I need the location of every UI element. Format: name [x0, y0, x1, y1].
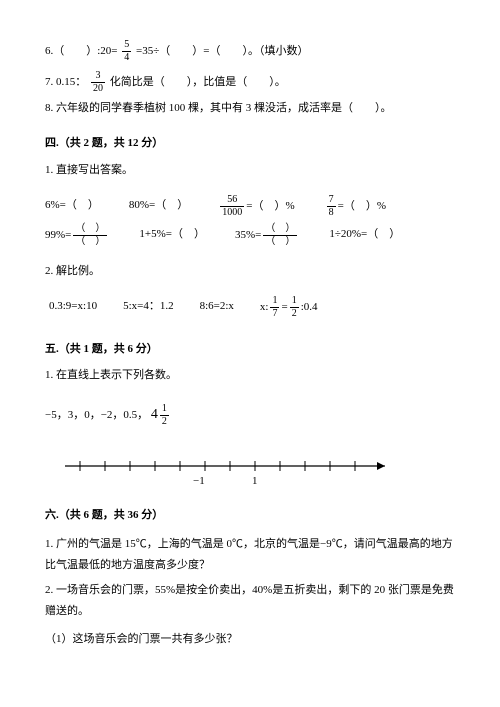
s4r2-c: 35%=（ ）（ ）: [235, 224, 299, 247]
sec5-mixed: 412: [151, 407, 171, 422]
sec6-q2-1: （1）这场音乐会的门票一共有多少张？: [45, 629, 455, 650]
eq-b: 5:x=4：1.2: [123, 296, 174, 319]
s4r1-c: 561000=（ ）%: [218, 195, 294, 218]
q7-text-b: 化简比是（ ），比值是（ ）。: [110, 76, 286, 88]
sec6-q2: 2. 一场音乐会的门票，55%是按全价卖出，40%是五折卖出，剩下的 20 张门…: [45, 580, 455, 622]
q6-frac: 5 4: [122, 40, 131, 63]
sec6-q1: 1. 广州的气温是 15℃，上海的气温是 0℃，北京的气温是−9℃，请问气温最高…: [45, 534, 455, 576]
s4r2-d: 1÷20%=（ ）: [329, 224, 400, 247]
nl-label-neg1: −1: [193, 471, 205, 492]
s4r1-a: 6%=（ ）: [45, 195, 99, 218]
sec5-nums: −5，3，0，−2，0.5，: [45, 409, 148, 421]
q6-text-a: 6.（ ）:20=: [45, 45, 118, 57]
eq-c: 8:6=2:x: [200, 296, 234, 319]
sec4-q2: 2. 解比例。: [45, 261, 455, 282]
q7-frac: 3 20: [91, 71, 105, 94]
q8-text: 8. 六年级的同学春季植树 100 棵，其中有 3 棵没活，成活率是（ ）。: [45, 98, 455, 119]
section-6-title: 六.（共 6 题，共 36 分）: [45, 505, 455, 526]
nl-label-1: 1: [252, 471, 258, 492]
q7-text-a: 7. 0.15：: [45, 76, 86, 88]
section-4-title: 四.（共 2 题，共 12 分）: [45, 133, 455, 154]
section-5-title: 五.（共 1 题，共 6 分）: [45, 339, 455, 360]
eq-d: x:17=12:0.4: [260, 296, 318, 319]
sec5-q1: 1. 在直线上表示下列各数。: [45, 365, 455, 386]
s4r1-b: 80%=（ ）: [129, 195, 188, 218]
s4r2-b: 1+5%=（ ）: [139, 224, 205, 247]
eq-a: 0.3:9=x:10: [49, 296, 97, 319]
s4r1-d: 78=（ ）%: [325, 195, 386, 218]
sec4-q1: 1. 直接写出答案。: [45, 160, 455, 181]
number-line: −1 1: [65, 451, 395, 491]
q6-text-b: =35÷（ ）=（ ）。（填小数）: [136, 45, 308, 57]
s4r2-a: 99%=（ ）（ ）: [45, 224, 109, 247]
